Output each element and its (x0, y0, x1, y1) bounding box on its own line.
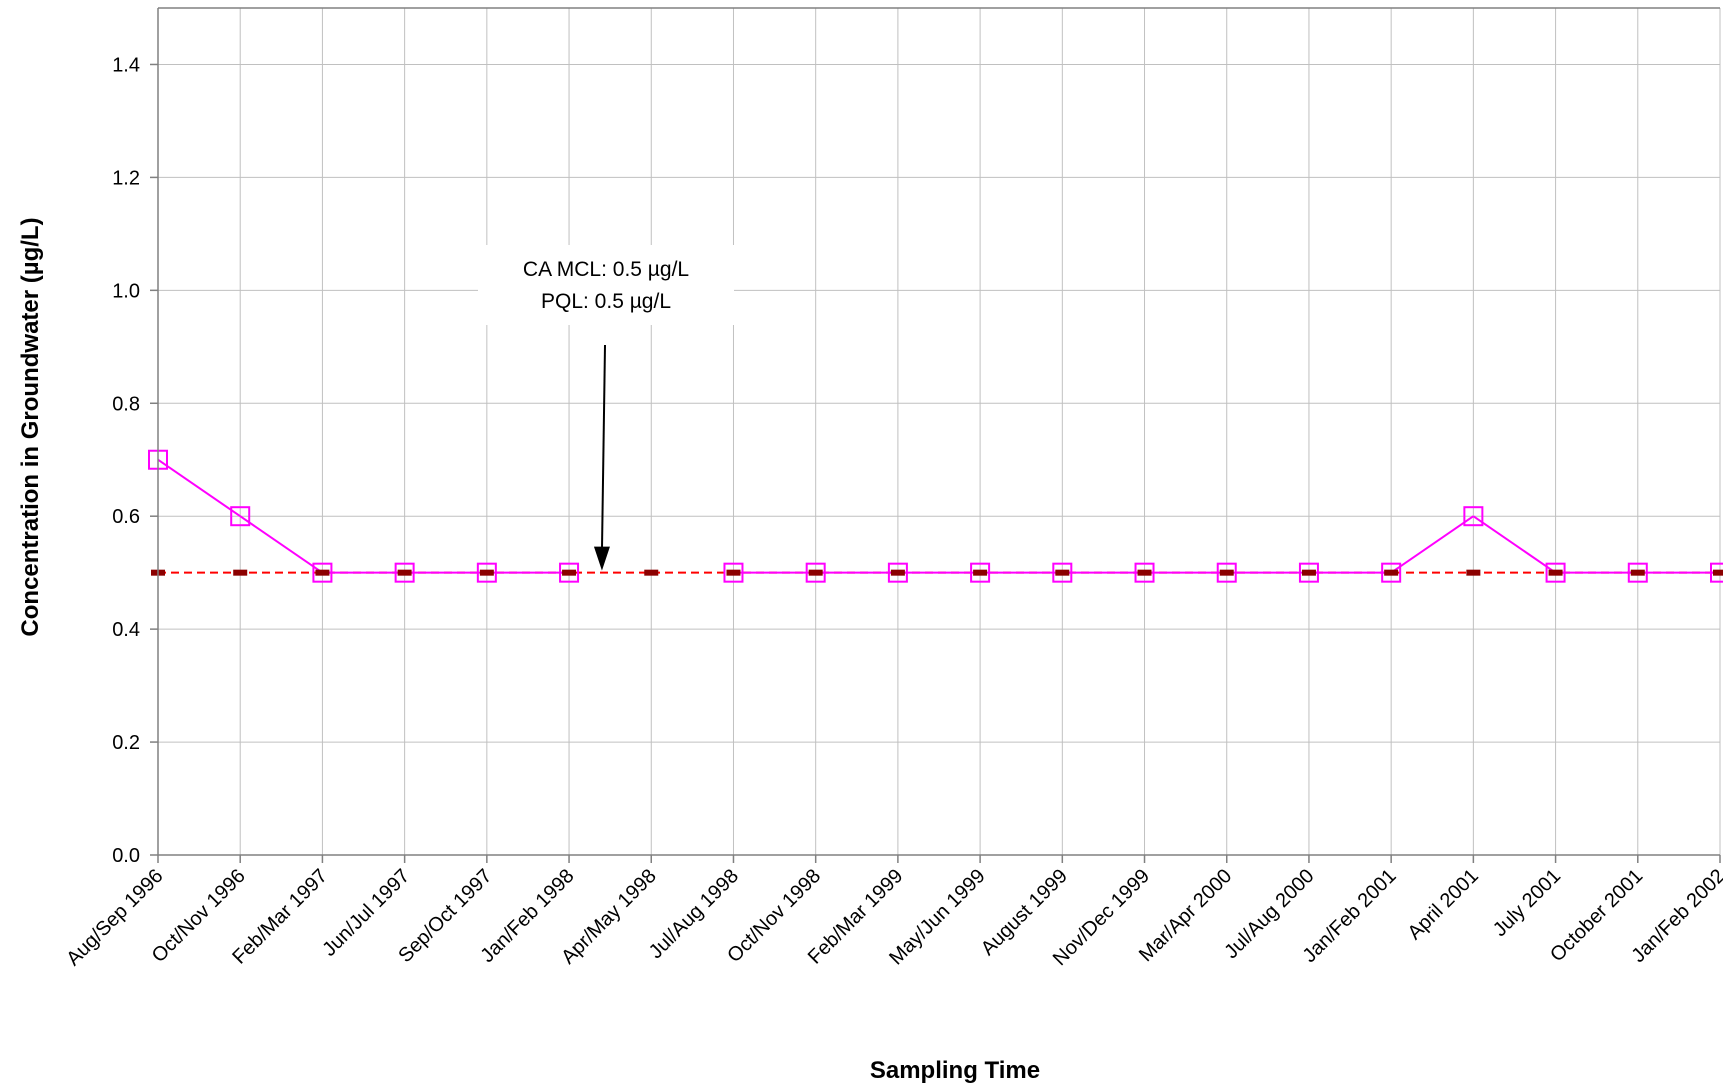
annotation-text: CA MCL: 0.5 µg/L (523, 258, 689, 281)
series-2-marker (1713, 569, 1723, 576)
y-tick-label: 1.4 (112, 54, 140, 76)
annotation-arrow-head (593, 546, 610, 571)
series-1-marker (887, 562, 908, 583)
series-2-marker (1384, 569, 1399, 576)
x-axis-title: Sampling Time (870, 1057, 1040, 1084)
series-1-marker (559, 562, 580, 583)
y-tick-label: 0.2 (112, 732, 140, 754)
series-2-marker (726, 569, 741, 576)
x-tick-label: April 2001 (1404, 865, 1483, 944)
y-tick-label: 0.6 (112, 506, 140, 528)
series-1-marker (970, 562, 991, 583)
series-layer (148, 449, 1723, 583)
series-2-marker (890, 569, 905, 576)
series-1-marker (1710, 562, 1723, 583)
series-2-marker (1137, 569, 1152, 576)
series-2-marker (1630, 569, 1645, 576)
series-1-marker (1545, 562, 1566, 583)
annotation: CA MCL: 0.5 µg/L PQL: 0.5 µg/L (478, 245, 734, 571)
annotation-text: PQL: 0.5 µg/L (541, 290, 671, 313)
series-1-marker (1381, 562, 1402, 583)
series-1-marker (1134, 562, 1155, 583)
series-2-marker (562, 569, 577, 576)
series-2-marker (808, 569, 823, 576)
series-1-marker (1627, 562, 1648, 583)
series-1-marker (312, 562, 333, 583)
series-1-marker (476, 562, 497, 583)
series-1-segment (1472, 515, 1557, 574)
y-axis-title: Concentration in Groundwater (µg/L) (17, 217, 44, 636)
series-1-marker (1052, 562, 1073, 583)
series-2-marker (1219, 569, 1234, 576)
series-2-marker (315, 569, 330, 576)
series-1-marker (1298, 562, 1319, 583)
series-1-segment (239, 515, 323, 574)
series-1-segment (1390, 515, 1474, 574)
series-2-marker (1055, 569, 1070, 576)
y-tick-label: 0.8 (112, 393, 140, 415)
series-2-marker (644, 569, 659, 576)
series-2-marker (1466, 569, 1481, 576)
series-2-marker (479, 569, 494, 576)
y-tick-label: 1.2 (112, 167, 140, 189)
annotation-arrow-shaft (600, 344, 606, 553)
series-1-marker (805, 562, 826, 583)
series-1-marker (230, 506, 251, 527)
series-2-marker (397, 569, 412, 576)
annotation-box (478, 245, 734, 325)
y-tick-label: 0.4 (112, 619, 140, 641)
y-tick-label: 1.0 (112, 280, 140, 302)
series-2-marker (1301, 569, 1316, 576)
x-tick-label: July 2001 (1489, 865, 1565, 941)
series-1-marker (723, 562, 744, 583)
series-1-marker (1216, 562, 1237, 583)
series-1-marker (1463, 506, 1484, 527)
series-1-marker (394, 562, 415, 583)
series-1-segment (157, 458, 241, 518)
series-2-marker (973, 569, 988, 576)
grid (158, 8, 1721, 855)
series-2-marker (1548, 569, 1563, 576)
series-2-marker (233, 569, 248, 576)
y-tick-label: 0.0 (112, 845, 140, 867)
